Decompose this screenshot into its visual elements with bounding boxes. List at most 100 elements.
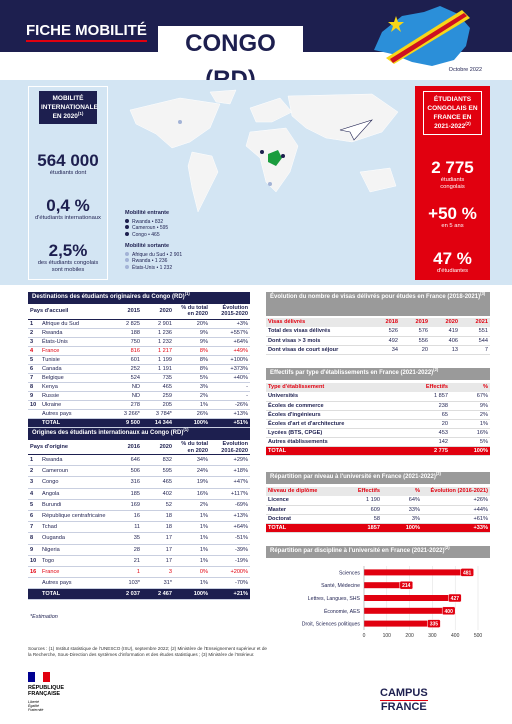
- table-cell: +18%: [233, 468, 249, 475]
- empty-cell: [28, 409, 40, 418]
- header-row: Pays d'origine 2016 2020% du total en 2020…: [28, 441, 251, 455]
- column-header: 2020: [142, 441, 175, 455]
- table-row: 10 Ukraine 278 205 1% -26%: [28, 400, 250, 409]
- header-row: Visas délivrés 2018 2019 2020 2021: [266, 318, 490, 327]
- table-cell: 544: [478, 337, 488, 344]
- legend-item: Rwanda • 1 236: [125, 258, 182, 265]
- table-title: Effectifs par type d'établissements en F…: [266, 367, 490, 380]
- table-cell: 5: [30, 501, 34, 508]
- table-head: Pays d'accueil 2015 2020% du total en 2020…: [28, 304, 250, 320]
- table-title-text: Origines des étudiants internationaux au…: [32, 430, 184, 436]
- table-row: Universités 1 857 67%: [266, 392, 490, 401]
- table-cell: 20%: [196, 320, 208, 327]
- table-cell: 1 857: [434, 393, 448, 400]
- table-cell: 5: [30, 356, 34, 363]
- table-cell: 2%: [199, 392, 208, 399]
- table-cell: République centrafricaine: [42, 513, 106, 520]
- table-row: Licence 1 190 64% +26%: [266, 496, 490, 505]
- table-cell: 1%: [199, 557, 209, 564]
- table-cell: 100%: [473, 447, 488, 454]
- table-cell: -19%: [234, 557, 249, 564]
- table-cell: 185: [130, 490, 141, 497]
- header-row: Niveau de diplôme Effectifs% Évolution (20…: [266, 487, 490, 496]
- table-cell: 10: [30, 557, 37, 564]
- table-row: 5 Tunisie 601 1 199 8% +100%: [28, 355, 250, 364]
- empty-cell: [28, 578, 40, 589]
- table-title: Répartition par niveau à l'université en…: [266, 471, 490, 484]
- stat-label: des étudiants congolais sont mobiles: [37, 260, 99, 273]
- table-cell: 595: [162, 468, 173, 475]
- table-cell: 465: [162, 383, 172, 390]
- legend-item: Rwanda • 832: [125, 218, 182, 226]
- table-cell: 17: [165, 557, 173, 564]
- legend-dot: [125, 251, 129, 256]
- column-header: Pays d'origine: [28, 441, 111, 455]
- category-label: Lettres, Langues, SHS: [308, 596, 361, 602]
- stat-value: 0,4 %: [46, 196, 90, 215]
- empty-cell: [28, 589, 40, 600]
- flag-red: [43, 672, 50, 682]
- table-cell: +40%: [233, 374, 248, 381]
- table-cell: 16: [133, 513, 141, 520]
- table-title: Origines des étudiants internationaux au…: [28, 427, 250, 440]
- table-row: 3 États-Unis 750 1 232 9% +64%: [28, 337, 250, 346]
- value-label: 214: [402, 583, 411, 589]
- table-cell: 21: [133, 557, 141, 564]
- table-cell: 142: [438, 438, 448, 445]
- motto-line: Liberté: [28, 699, 39, 704]
- x-tick-label: 500: [474, 633, 483, 639]
- column-header: 2019: [400, 318, 430, 327]
- continent: [129, 97, 221, 149]
- map-point: [178, 120, 182, 124]
- column-header: Visas délivrés: [266, 318, 370, 327]
- table-cell: 453: [438, 429, 448, 436]
- table-cell: 2 901: [158, 320, 172, 327]
- table-cell: 16: [30, 568, 37, 575]
- x-tick-label: 200: [405, 633, 414, 639]
- table-cell: +64%: [233, 338, 248, 345]
- table-row: Total des visas délivrés 526 576 419 551: [266, 327, 490, 336]
- table-title-text: Évolution du nombre de visas délivrés po…: [270, 294, 481, 300]
- table-cell: 9 500: [126, 419, 140, 426]
- table-cell: 750: [130, 338, 140, 345]
- column-header: Évolution (2016-2021): [422, 487, 490, 496]
- stat-value: 564 000: [37, 151, 99, 170]
- ref: (1): [183, 427, 189, 432]
- page-title: FICHE MOBILITÉ: [26, 22, 147, 42]
- table-cell: 3 266*: [123, 410, 140, 417]
- table-cell: Master: [268, 506, 287, 513]
- table-title-text: Répartition par niveau à l'université en…: [270, 474, 436, 480]
- legend-title: Mobilité entrante: [125, 210, 170, 216]
- table-cell: 31*: [163, 580, 173, 587]
- table-cell: 26%: [196, 410, 208, 417]
- table-row: 9 Russie ND 259 2% -: [28, 391, 250, 400]
- table-row: Dont visas de court séjour 34 20 13 7: [266, 345, 490, 354]
- table-cell: 188: [130, 329, 140, 336]
- stat-value: 2,5%: [48, 241, 88, 260]
- table-cell: 33%: [408, 506, 420, 513]
- stat-label: d'étudiantes: [436, 268, 469, 274]
- table-cell: 3 784*: [155, 410, 172, 417]
- table-cell: 252: [130, 365, 140, 372]
- table-cell: 100%: [405, 524, 420, 531]
- flag-map: [374, 6, 470, 66]
- table-row: Écoles d'ingénieurs 65 2%: [266, 410, 490, 419]
- table-cell: Tchad: [42, 524, 57, 531]
- flag-blue: [28, 672, 35, 682]
- france-title-text: ÉTUDIANTS CONGOLAIS EN FRANCE EN 2021-20…: [427, 96, 478, 130]
- visas-table: Visas délivrés 2018 2019 2020 2021 Total des …: [266, 318, 490, 355]
- logo-line: CAMPUS: [380, 687, 428, 699]
- table-head: Niveau de diplôme Effectifs% Évolution (20…: [266, 487, 490, 496]
- table-row: 7 Tchad 11 18 1% +64%: [28, 522, 251, 533]
- table-cell: 3: [168, 568, 173, 575]
- ref: (2): [465, 120, 471, 126]
- legend-item: États-Unis • 1 232: [125, 264, 182, 272]
- table-cell: 8: [30, 535, 34, 542]
- table-cell: 1 217: [158, 347, 172, 354]
- table-cell: Ouganda: [42, 535, 66, 542]
- table-row: 5 Burundi 169 52 2% -69%: [28, 499, 251, 511]
- table-cell: 8%: [199, 347, 208, 354]
- legend-item: Cameroun • 595: [125, 225, 182, 232]
- table-cell: 100%: [193, 419, 208, 426]
